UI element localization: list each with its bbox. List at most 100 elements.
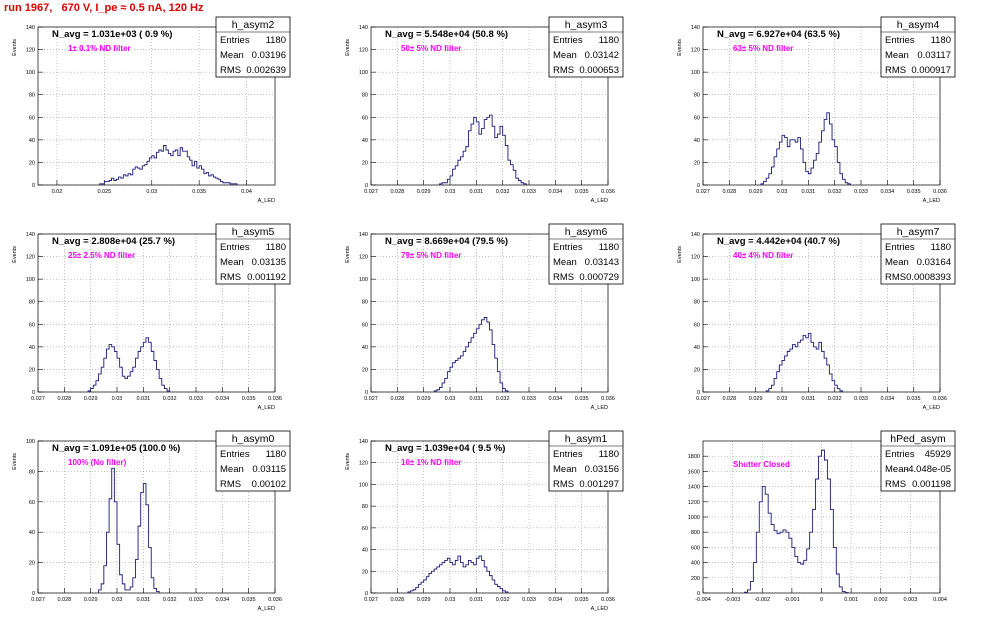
stats-box — [548, 430, 624, 492]
x-tick-label: 0.025 — [97, 189, 111, 195]
y-tick-label: 800 — [691, 530, 700, 536]
y-tick-label: 140 — [691, 25, 700, 31]
x-tick-label: 0.032 — [828, 189, 842, 195]
x-tick-label: 0.033 — [189, 396, 203, 402]
x-tick-label: 0.035 — [192, 189, 206, 195]
y-axis-label: Events — [345, 39, 351, 56]
x-tick-label: 0.034 — [215, 597, 229, 603]
stats-key-entries: Entries — [220, 449, 250, 460]
y-tick-label: 100 — [26, 439, 35, 445]
x-tick-label: 0.031 — [136, 396, 150, 402]
y-tick-label: 40 — [29, 138, 35, 144]
stats-key-mean: Mean — [885, 464, 909, 475]
x-tick-label: 0.027 — [364, 597, 378, 603]
stats-key-mean: Mean — [220, 50, 244, 61]
stats-value-mean: 0.03135 — [252, 257, 286, 268]
histogram-series-h-asym3 — [439, 114, 527, 185]
navg-label: N_avg = 2.808e+04 (25.7 %) — [52, 236, 175, 247]
stats-value-mean: 0.03142 — [585, 50, 619, 61]
x-tick-label: 0.035 — [907, 189, 921, 195]
x-axis-label: A_LED — [258, 405, 275, 411]
x-tick-label: 0.034 — [548, 597, 562, 603]
x-tick-label: 0.036 — [601, 597, 615, 603]
page-title: run 1967, 670 V, I_pe ≈ 0.5 nA, 120 Hz — [4, 2, 204, 14]
stats-key-entries: Entries — [553, 35, 583, 46]
y-tick-label: 1200 — [688, 500, 700, 506]
stats-value-rms: 0.000653 — [579, 65, 619, 76]
histogram-pad-h-asym2: 0.02 0.025 0.03 0.035 0.04 0 20 40 60 80 100 120 140… — [12, 16, 291, 204]
plot-frame — [702, 233, 941, 393]
y-tick-label: 140 — [691, 232, 700, 238]
x-tick-label: 0.033 — [522, 189, 536, 195]
y-tick-label: 120 — [359, 461, 368, 467]
x-tick-label: 0.034 — [880, 189, 894, 195]
x-tick-label: 0.033 — [854, 189, 868, 195]
stats-key-rms: RMS — [220, 65, 241, 76]
y-tick-label: 1800 — [688, 454, 700, 460]
histogram-pad-h-asym0: 0.027 0.028 0.029 0.03 0.031 0.032 0.033 0.034 0… — [12, 430, 291, 612]
stats-value-rms: 0.0008393 — [906, 272, 951, 283]
x-tick-label: 0.032 — [163, 597, 177, 603]
y-tick-label: 400 — [691, 561, 700, 567]
filter-annotation: 50± 5% ND filter — [401, 44, 461, 53]
stats-key-mean: Mean — [885, 50, 909, 61]
histogram-series-h-asym2 — [99, 145, 238, 185]
x-tick-label: 0 — [820, 597, 823, 603]
stats-value-mean: 0.03156 — [585, 464, 619, 475]
y-tick-label: 100 — [359, 277, 368, 283]
x-tick-label: 0.02 — [52, 189, 63, 195]
stats-value-rms: 0.002639 — [246, 65, 286, 76]
stats-value-mean: 0.03143 — [585, 257, 619, 268]
x-tick-label: 0.036 — [268, 597, 282, 603]
filter-annotation: 63± 5% ND filter — [733, 44, 793, 53]
stats-value-mean: 0.03117 — [917, 50, 951, 61]
x-tick-label: 0.031 — [469, 189, 483, 195]
stats-title: h_asym7 — [897, 226, 940, 238]
y-tick-label: 60 — [694, 115, 700, 121]
histogram-pad-h-asym7: 0.027 0.028 0.029 0.03 0.031 0.032 0.033 0.034 0… — [677, 223, 956, 411]
x-tick-label: 0.027 — [364, 189, 378, 195]
stats-value-rms: 0.000729 — [579, 272, 619, 283]
x-tick-label: 0.031 — [136, 597, 150, 603]
y-tick-label: 80 — [29, 93, 35, 99]
y-tick-label: 120 — [26, 255, 35, 261]
stats-value-mean: 0.03164 — [917, 257, 951, 268]
y-tick-label: 1000 — [688, 515, 700, 521]
x-tick-label: 0.028 — [722, 396, 736, 402]
stats-key-entries: Entries — [553, 449, 583, 460]
y-tick-label: 80 — [362, 93, 368, 99]
stats-value-mean: 0.03115 — [252, 464, 286, 475]
x-tick-label: 0.035 — [575, 597, 589, 603]
y-tick-label: 40 — [362, 548, 368, 554]
histogram-pad-h-asym1: 0.027 0.028 0.029 0.03 0.031 0.032 0.033 0.034 0… — [345, 430, 624, 612]
x-tick-label: 0.035 — [907, 396, 921, 402]
x-tick-label: 0.033 — [522, 396, 536, 402]
filter-annotation: Shutter Closed — [733, 460, 790, 469]
y-tick-label: 0 — [32, 591, 35, 597]
y-tick-label: 100 — [691, 277, 700, 283]
navg-label: N_avg = 8.669e+04 (79.5 %) — [385, 236, 508, 247]
stats-value-rms: 0.001198 — [912, 479, 951, 490]
histogram-series-h-asym6 — [433, 317, 509, 392]
y-axis-label: Events — [345, 453, 351, 470]
stats-box — [548, 223, 624, 285]
x-tick-label: 0.03 — [146, 189, 157, 195]
navg-label: N_avg = 1.039e+04 ( 9.5 %) — [385, 443, 505, 454]
x-tick-label: 0.029 — [84, 396, 98, 402]
y-tick-label: 20 — [694, 367, 700, 373]
navg-label: N_avg = 1.091e+05 (100.0 %) — [52, 443, 180, 454]
navg-label: N_avg = 6.927e+04 (63.5 %) — [717, 29, 840, 40]
stats-key-entries: Entries — [220, 242, 250, 253]
x-tick-label: 0.002 — [874, 597, 888, 603]
x-tick-label: 0.032 — [496, 396, 510, 402]
y-axis-label: Events — [677, 246, 683, 263]
y-tick-label: 40 — [694, 345, 700, 351]
y-axis-label: Events — [677, 39, 683, 56]
x-tick-label: -0.004 — [695, 597, 711, 603]
y-tick-label: 60 — [29, 115, 35, 121]
stats-value-entries: 1180 — [599, 35, 619, 46]
plot-frame — [37, 233, 276, 393]
stats-value-entries: 1180 — [599, 449, 619, 460]
x-tick-label: 0.033 — [189, 597, 203, 603]
x-tick-label: 0.04 — [241, 189, 252, 195]
